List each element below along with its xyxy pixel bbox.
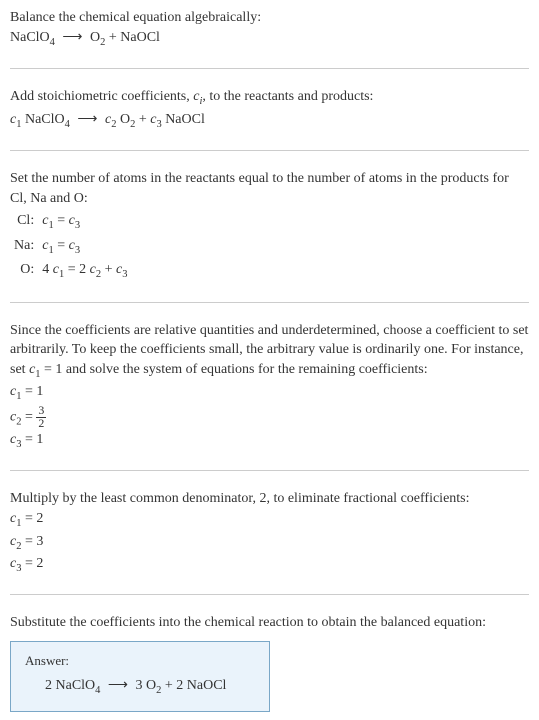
- equation-cell: c1 = c3: [38, 210, 131, 234]
- eq-sign: =: [21, 409, 36, 424]
- value: = 2: [21, 556, 43, 571]
- section-multiply: Multiply by the least common denominator…: [10, 489, 529, 595]
- text-part: Add stoichiometric coefficients,: [10, 89, 193, 104]
- reaction-arrow: ⟶: [108, 676, 128, 696]
- solution-line: c3 = 1: [10, 430, 529, 452]
- coef-sub: 3: [122, 269, 127, 280]
- species: NaOCl: [162, 112, 205, 127]
- subscript: 4: [95, 685, 100, 696]
- eq-sign: =: [54, 238, 69, 253]
- equation-unbalanced: NaClO4 ⟶ O2 + NaOCl: [10, 28, 529, 50]
- section-answer: Substitute the coefficients into the che…: [10, 613, 529, 711]
- product: 3 O: [136, 678, 157, 693]
- instruction-text: Add stoichiometric coefficients, ci, to …: [10, 87, 529, 109]
- solution-line: c3 = 2: [10, 554, 529, 576]
- solution-line: c1 = 2: [10, 509, 529, 531]
- section-balance: Balance the chemical equation algebraica…: [10, 8, 529, 69]
- coef-sub: 3: [75, 245, 80, 256]
- balanced-equation: 2 NaClO4 ⟶ 3 O2 + 2 NaOCl: [25, 676, 255, 698]
- instruction-text: Substitute the coefficients into the che…: [10, 613, 529, 633]
- element-label: O:: [10, 259, 38, 283]
- answer-label: Answer:: [25, 652, 255, 670]
- instruction-text: Since the coefficients are relative quan…: [10, 321, 529, 383]
- text-part: = 1 and solve the system of equations fo…: [41, 362, 428, 377]
- equation-with-coeffs: c1 NaClO4 ⟶ c2 O2 + c3 NaOCl: [10, 110, 529, 132]
- species: O: [116, 112, 130, 127]
- coef-sub: 3: [75, 220, 80, 231]
- equation-cell: 4 c1 = 2 c2 + c3: [38, 259, 131, 283]
- instruction-text: Balance the chemical equation algebraica…: [10, 8, 529, 28]
- text-part: , to the reactants and products:: [202, 89, 373, 104]
- solution-line: c2 = 3: [10, 532, 529, 554]
- subscript: 4: [65, 118, 70, 129]
- table-row: O: 4 c1 = 2 c2 + c3: [10, 259, 131, 283]
- species: NaClO: [21, 112, 64, 127]
- solution-line: c1 = 1: [10, 382, 529, 404]
- element-label: Cl:: [10, 210, 38, 234]
- section-solve: Since the coefficients are relative quan…: [10, 321, 529, 472]
- product: O: [90, 30, 100, 45]
- eq-sign: =: [64, 262, 79, 277]
- section-atom-balance: Set the number of atoms in the reactants…: [10, 169, 529, 303]
- reactant: NaClO: [10, 30, 50, 45]
- coef-mult: 2: [79, 262, 90, 277]
- solution-line: c2 = 32: [10, 405, 529, 430]
- value: = 1: [21, 432, 43, 447]
- plus: +: [135, 112, 150, 127]
- value: = 3: [21, 534, 43, 549]
- product: 2 NaOCl: [176, 678, 226, 693]
- product: NaOCl: [120, 30, 160, 45]
- reactant: 2 NaClO: [45, 678, 95, 693]
- table-row: Na: c1 = c3: [10, 235, 131, 259]
- value: = 2: [21, 511, 43, 526]
- coef-mult: 4: [42, 262, 53, 277]
- instruction-text: Multiply by the least common denominator…: [10, 489, 529, 509]
- table-row: Cl: c1 = c3: [10, 210, 131, 234]
- fraction: 32: [36, 405, 46, 430]
- value: = 1: [21, 384, 43, 399]
- subscript: 4: [50, 36, 55, 47]
- instruction-text: Set the number of atoms in the reactants…: [10, 169, 529, 208]
- atom-balance-table: Cl: c1 = c3 Na: c1 = c3 O: 4 c1 = 2 c2 +…: [10, 210, 131, 283]
- reaction-arrow: ⟶: [77, 110, 97, 130]
- answer-box: Answer: 2 NaClO4 ⟶ 3 O2 + 2 NaOCl: [10, 641, 270, 712]
- element-label: Na:: [10, 235, 38, 259]
- eq-sign: =: [54, 213, 69, 228]
- plus: +: [101, 262, 116, 277]
- equation-cell: c1 = c3: [38, 235, 131, 259]
- denominator: 2: [36, 418, 46, 430]
- reaction-arrow: ⟶: [62, 28, 82, 48]
- plus: +: [105, 30, 120, 45]
- section-coefficients: Add stoichiometric coefficients, ci, to …: [10, 87, 529, 151]
- plus: +: [161, 678, 176, 693]
